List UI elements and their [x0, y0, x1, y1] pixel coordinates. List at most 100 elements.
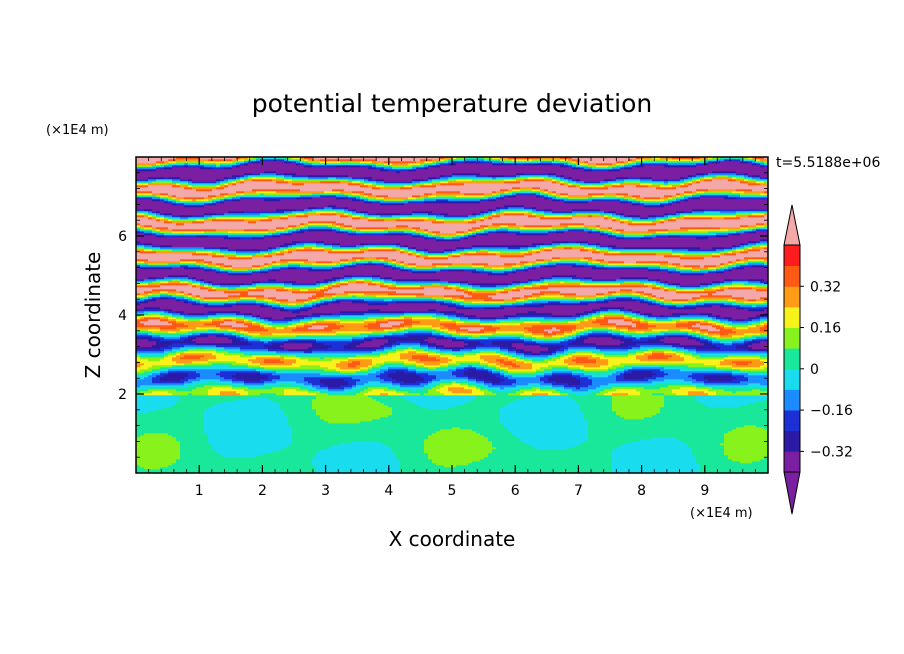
field-cell — [644, 419, 649, 422]
field-cell — [712, 433, 717, 436]
field-cell — [680, 435, 685, 438]
field-cell — [244, 441, 249, 444]
field-cell — [380, 413, 385, 416]
field-cell — [284, 449, 289, 452]
field-cell — [392, 437, 397, 440]
field-cell — [648, 457, 653, 460]
field-cell — [348, 417, 353, 420]
field-cell — [524, 457, 529, 460]
field-cell — [764, 451, 768, 454]
field-cell — [456, 463, 461, 466]
field-cell — [324, 455, 329, 458]
field-cell — [304, 457, 309, 460]
field-cell — [268, 429, 273, 432]
field-cell — [472, 461, 477, 464]
field-cell — [704, 427, 709, 430]
field-cell — [516, 441, 521, 444]
field-cell — [624, 471, 629, 473]
field-cell — [388, 457, 393, 460]
field-cell — [364, 443, 369, 446]
field-cell — [200, 439, 205, 442]
field-cell — [232, 453, 237, 456]
field-cell — [560, 457, 565, 460]
field-cell — [660, 441, 665, 444]
field-cell — [504, 419, 509, 422]
field-cell — [512, 467, 517, 470]
field-cell — [632, 459, 637, 462]
field-cell — [404, 427, 409, 430]
field-cell — [332, 421, 337, 424]
field-cell — [452, 447, 457, 450]
field-cell — [296, 463, 301, 466]
field-cell — [532, 433, 537, 436]
field-cell — [560, 423, 565, 426]
field-cell — [224, 459, 229, 462]
field-cell — [316, 469, 321, 472]
field-cell — [548, 439, 553, 442]
field-cell — [428, 425, 433, 428]
field-cell — [748, 443, 753, 446]
field-cell — [528, 431, 533, 434]
field-cell — [644, 413, 649, 416]
field-cell — [536, 427, 541, 430]
field-cell — [472, 427, 477, 430]
field-cell — [400, 465, 405, 468]
field-cell — [420, 465, 425, 468]
field-cell — [312, 431, 317, 434]
field-cell — [764, 431, 768, 434]
field-cell — [204, 467, 209, 470]
field-cell — [368, 443, 373, 446]
field-cell — [232, 471, 237, 473]
field-cell — [596, 411, 601, 414]
field-cell — [352, 469, 357, 472]
field-cell — [524, 451, 529, 454]
field-cell — [544, 431, 549, 434]
field-cell — [400, 447, 405, 450]
field-cell — [292, 421, 297, 424]
field-cell — [304, 463, 309, 466]
field-cell — [328, 471, 333, 473]
field-cell — [388, 451, 393, 454]
field-cell — [296, 451, 301, 454]
field-cell — [460, 443, 465, 446]
field-cell — [676, 425, 681, 428]
field-cell — [140, 417, 145, 420]
field-cell — [652, 431, 657, 434]
field-cell — [668, 471, 673, 473]
field-cell — [696, 439, 701, 442]
field-cell — [384, 419, 389, 422]
field-cell — [624, 453, 629, 456]
field-cell — [524, 419, 529, 422]
field-cell — [560, 453, 565, 456]
field-cell — [676, 449, 681, 452]
field-cell — [688, 443, 693, 446]
field-cell — [228, 453, 233, 456]
field-cell — [276, 425, 281, 428]
field-cell — [364, 419, 369, 422]
field-cell — [416, 427, 421, 430]
field-cell — [448, 415, 453, 418]
field-cell — [364, 423, 369, 426]
field-cell — [176, 447, 181, 450]
field-cell — [672, 461, 677, 464]
field-cell — [540, 441, 545, 444]
field-cell — [204, 469, 209, 472]
field-cell — [456, 439, 461, 442]
field-cell — [200, 431, 205, 434]
field-cell — [436, 415, 441, 418]
field-cell — [496, 469, 501, 472]
field-cell — [544, 443, 549, 446]
field-cell — [324, 457, 329, 460]
field-cell — [716, 441, 721, 444]
field-cell — [516, 459, 521, 462]
field-cell — [236, 471, 241, 473]
field-cell — [140, 437, 145, 440]
field-cell — [496, 461, 501, 464]
field-cell — [716, 421, 721, 424]
field-cell — [524, 411, 529, 414]
field-cell — [472, 433, 477, 436]
field-cell — [252, 423, 257, 426]
field-cell — [640, 419, 645, 422]
field-cell — [252, 425, 257, 428]
field-cell — [356, 417, 361, 420]
